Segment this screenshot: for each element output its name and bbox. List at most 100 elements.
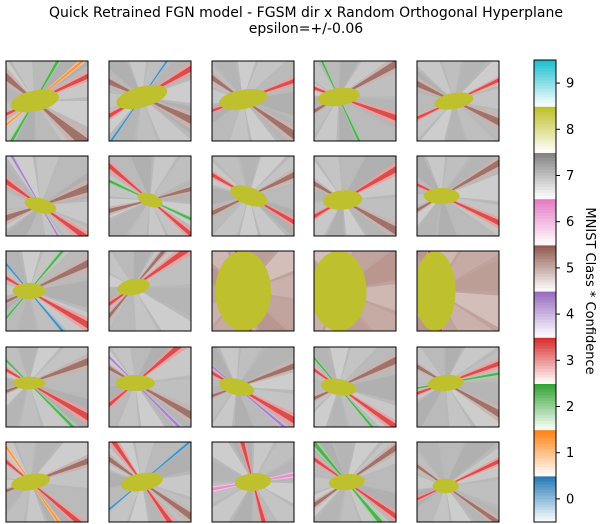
colorbar-segment xyxy=(534,236,556,240)
panel-sector xyxy=(243,99,276,141)
colorbar-segment xyxy=(534,114,556,119)
panel-sector xyxy=(109,72,142,97)
colorbar-segment xyxy=(534,432,556,436)
panel-blob xyxy=(235,473,271,491)
colorbar-segment xyxy=(534,68,556,73)
colorbar-segment xyxy=(534,501,556,506)
colorbar-segment xyxy=(534,215,556,220)
panel-sector xyxy=(435,291,499,328)
panel-frame xyxy=(416,250,500,332)
panel-sector xyxy=(236,347,294,387)
panel-sector xyxy=(6,347,29,383)
colorbar-segment xyxy=(534,155,556,159)
colorbar-segment xyxy=(534,316,556,321)
colorbar-segment xyxy=(534,322,556,327)
panel-sector xyxy=(239,196,259,236)
colorbar-segment xyxy=(534,403,556,408)
panel-sector xyxy=(28,367,88,395)
panel-sector xyxy=(212,196,249,236)
colorbar-tick-label: 4 xyxy=(566,308,574,323)
colorbar-segment xyxy=(534,62,556,67)
colorbar-segment xyxy=(534,374,556,379)
panel-frame xyxy=(211,60,295,142)
colorbar-tick-label: 7 xyxy=(566,169,574,184)
colorbar-segment xyxy=(534,285,556,289)
panel-sector xyxy=(28,347,88,383)
colorbar-segment xyxy=(534,351,556,356)
colorbar-segment xyxy=(534,273,556,278)
panel-blob xyxy=(12,283,46,299)
panel-sector xyxy=(441,442,462,486)
colorbar-segment xyxy=(534,195,556,200)
colorbar-segment xyxy=(534,276,556,281)
panel-blob xyxy=(427,374,464,392)
panel-ray-core xyxy=(314,442,384,522)
panel-sector xyxy=(248,156,287,196)
colorbar-segment xyxy=(534,325,556,330)
panel-sector xyxy=(219,347,239,387)
panel-sector xyxy=(417,196,442,236)
colorbar-segment xyxy=(534,461,556,465)
panel-sector xyxy=(212,442,253,482)
colorbar-segment xyxy=(534,340,556,344)
colorbar-segment xyxy=(534,247,556,252)
panel xyxy=(6,347,88,427)
panel-sector xyxy=(314,482,347,522)
colorbar-segment xyxy=(534,458,556,462)
panel-blob xyxy=(215,251,272,331)
colorbar-segment xyxy=(534,455,556,460)
panel xyxy=(212,442,294,522)
colorbar-segment xyxy=(534,409,556,413)
colorbar-segment xyxy=(534,85,556,90)
colorbar-segment xyxy=(534,221,556,226)
panel xyxy=(417,61,499,141)
colorbar-segment xyxy=(534,97,556,102)
panel-sector xyxy=(109,200,150,236)
panel-sector xyxy=(417,486,446,522)
panel xyxy=(109,442,191,522)
panel-sector xyxy=(130,156,152,200)
panel-sector xyxy=(341,156,363,200)
panel-sector xyxy=(212,187,249,205)
panel-frame xyxy=(108,346,192,428)
panel-sector xyxy=(19,347,36,383)
colorbar-segment xyxy=(534,288,556,292)
panel-sector xyxy=(330,347,349,387)
panel-sector xyxy=(34,101,58,141)
panel xyxy=(212,347,294,427)
colorbar-segment xyxy=(534,472,556,477)
panel-sector xyxy=(446,101,466,141)
colorbar-segment xyxy=(534,293,556,298)
panel-sector xyxy=(212,196,249,231)
panel-blob xyxy=(12,376,46,390)
panel-sector xyxy=(231,482,253,522)
panel-blob xyxy=(115,375,155,391)
colorbar-segment xyxy=(534,244,556,249)
colorbar-segment xyxy=(534,452,556,457)
colorbar-segment xyxy=(534,94,556,99)
panel-sector xyxy=(109,251,134,287)
panel-sector xyxy=(17,291,37,331)
panel-sector xyxy=(109,61,142,97)
colorbar-segment xyxy=(534,446,556,451)
colorbar-segment xyxy=(534,475,556,480)
colorbar-segment xyxy=(534,227,556,231)
panel-sector xyxy=(236,387,290,427)
panel-sector xyxy=(338,374,396,402)
colorbar-segment xyxy=(534,187,556,191)
colorbar-segment xyxy=(534,415,556,419)
colorbar-segment xyxy=(534,198,556,203)
panel-sector xyxy=(417,101,454,140)
panel-sector xyxy=(314,160,343,200)
panel-sector xyxy=(133,255,191,287)
colorbar-segment xyxy=(534,345,556,350)
panel-sector xyxy=(314,97,339,135)
panel-sector xyxy=(133,287,191,331)
colorbar-segment xyxy=(534,207,556,211)
panel-sector xyxy=(314,387,339,427)
colorbar-tick-label: 6 xyxy=(566,215,574,230)
colorbar-segment xyxy=(534,516,556,520)
colorbar-segment xyxy=(534,418,556,422)
panel-frame xyxy=(108,155,192,237)
